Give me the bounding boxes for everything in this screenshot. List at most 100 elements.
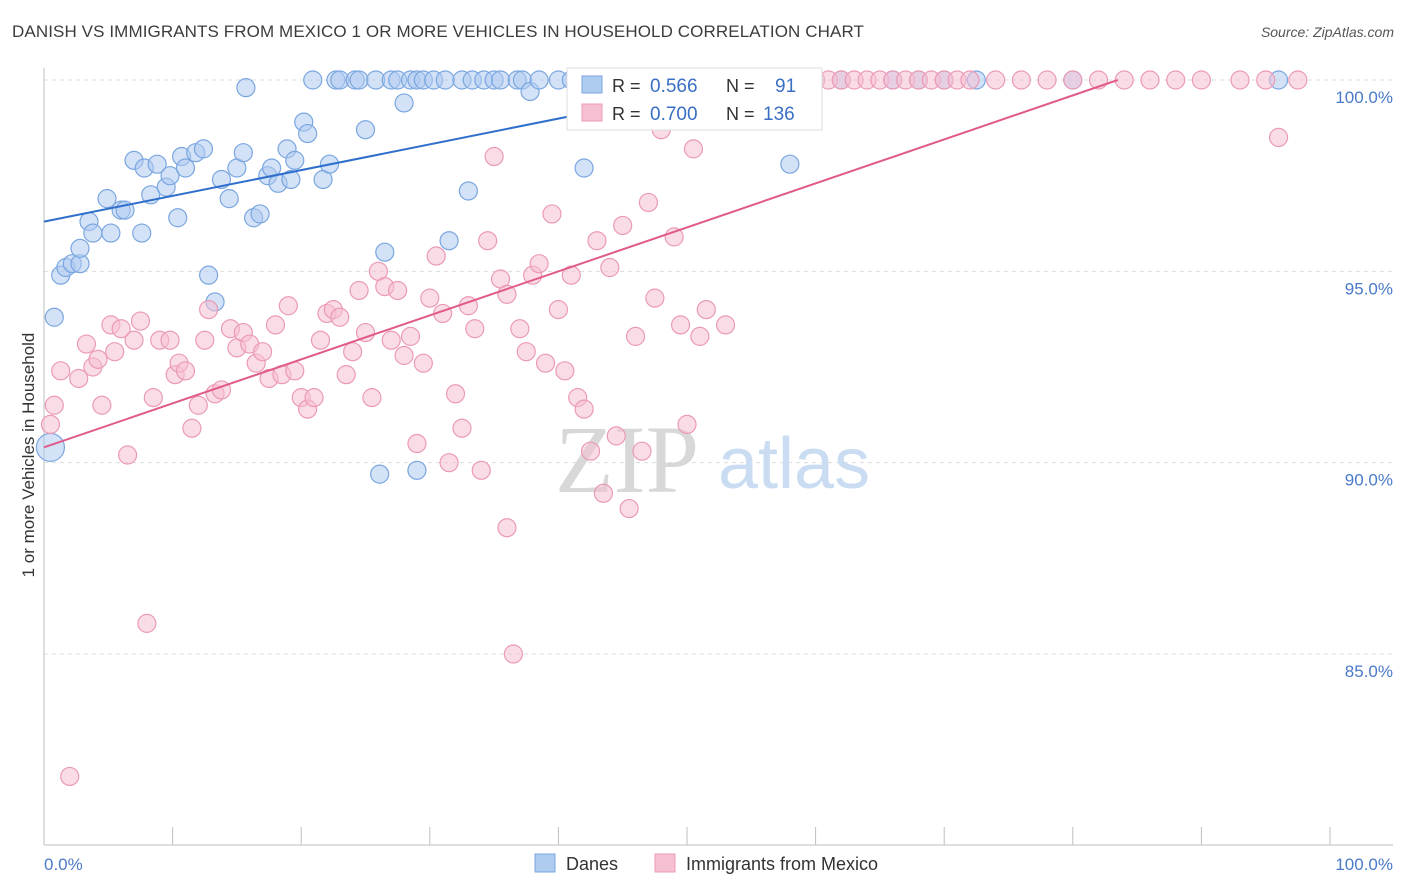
point-mexico-4 [69,368,89,389]
point-danes-42 [303,70,323,90]
point-mexico-125 [960,70,980,90]
point-danes-30 [233,143,253,163]
point-danes-75 [574,158,594,178]
point-mexico-68 [478,231,498,251]
point-mexico-98 [670,315,691,335]
point-mexico-139 [497,518,517,538]
point-mexico-60 [426,246,446,266]
point-mexico-49 [355,322,376,343]
legend-swatch-danes [581,75,603,94]
point-mexico-59 [420,288,440,308]
x-tick-left: 0.0% [44,855,83,874]
point-danes-25 [199,265,219,285]
point-mexico-127 [1011,70,1031,90]
point-danes-64 [458,181,478,201]
watermark: ZIP atlas [555,406,870,513]
point-danes-59 [407,460,427,480]
point-mexico-35 [265,315,286,335]
point-mexico-91 [625,326,646,346]
point-mexico-18 [160,330,180,350]
point-danes-19 [160,166,180,186]
point-danes-8 [83,223,103,243]
legend-r-value-danes: 0.566 [650,76,698,97]
point-mexico-135 [1230,70,1250,90]
point-mexico-128 [1037,70,1057,90]
point-danes-6 [70,238,90,258]
point-mexico-78 [542,204,562,224]
point-mexico-79 [548,300,569,320]
watermark-zip: ZIP [555,406,699,513]
point-danes-27 [211,169,232,190]
point-mexico-57 [407,433,427,454]
point-mexico-73 [510,319,530,339]
point-danes-33 [250,204,270,224]
point-danes-10 [101,223,121,243]
series-legend: Danes Immigrants from Mexico [534,853,878,874]
point-danes-22 [175,158,196,178]
legend-n-value-mexico: 136 [763,104,795,125]
legend-n-label-mexico: N = [726,104,755,124]
point-mexico-33 [253,342,273,362]
point-mexico-25 [199,300,219,320]
point-mexico-45 [330,307,350,327]
legend-swatch-mexico [581,103,603,122]
point-mexico-69 [484,146,504,167]
point-danes-0 [35,432,66,462]
point-mexico-87 [600,257,620,278]
point-mexico-85 [587,231,607,251]
point-mexico-11 [111,319,131,339]
series-legend-swatch-mexico [654,853,676,873]
point-mexico-137 [1268,127,1289,147]
legend-n-value-danes: 91 [775,76,796,97]
point-mexico-8 [92,395,112,415]
point-mexico-66 [465,319,485,339]
point-mexico-48 [349,280,369,301]
point-mexico-37 [278,296,298,316]
point-mexico-77 [535,353,556,373]
series-legend-mexico: Immigrants from Mexico [686,854,878,874]
point-mexico-54 [388,280,408,301]
point-mexico-7 [88,349,108,369]
point-danes-48 [349,70,369,90]
point-mexico-15 [137,613,157,633]
point-danes-68 [490,70,511,90]
point-mexico-64 [452,418,472,438]
stats-legend: R = 0.566 N = 91 R = 0.700 N = 136 [566,67,823,131]
point-danes-20 [168,208,188,228]
point-mexico-136 [1256,70,1276,90]
point-mexico-72 [503,644,523,664]
x-tick-right: 100.0% [1335,855,1393,874]
series-legend-danes: Danes [566,854,618,874]
point-mexico-132 [1140,70,1160,90]
y-tick-label-3: 85.0% [1345,662,1393,681]
point-danes-55 [394,93,414,113]
point-mexico-50 [362,388,382,408]
y-axis-title: 1 or more Vehicles in Household [19,333,38,578]
point-mexico-3 [60,766,80,787]
point-mexico-92 [632,441,652,461]
point-danes-62 [439,231,459,251]
point-danes-41 [298,123,318,144]
point-mexico-22 [182,418,202,438]
point-mexico-47 [343,342,363,362]
point-mexico-14 [130,311,151,331]
point-mexico-12 [117,445,138,465]
y-tick-labels: 100.0% 95.0% 90.0% 85.0% [1335,88,1393,681]
point-mexico-2 [51,361,71,381]
chart-title: DANISH VS IMMIGRANTS FROM MEXICO 1 OR MO… [12,22,865,41]
y-tick-label-2: 90.0% [1345,471,1393,490]
y-tick-label-0: 100.0% [1335,88,1393,107]
point-danes-24 [193,139,214,159]
point-mexico-21 [175,361,196,381]
point-mexico-134 [1191,70,1212,90]
point-mexico-102 [696,300,716,320]
point-mexico-94 [645,288,665,308]
point-danes-38 [281,169,301,190]
point-mexico-16 [143,388,163,408]
point-mexico-24 [195,330,215,350]
point-mexico-90 [619,498,639,519]
point-mexico-55 [394,345,414,366]
point-mexico-101 [690,326,710,346]
point-mexico-1 [44,395,64,415]
